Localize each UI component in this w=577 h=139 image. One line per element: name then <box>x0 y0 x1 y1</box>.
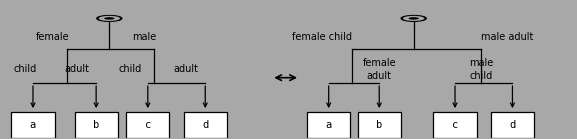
Text: male
child: male child <box>469 58 493 81</box>
Circle shape <box>99 16 120 21</box>
Circle shape <box>97 15 122 21</box>
Text: female
adult: female adult <box>362 58 396 81</box>
Text: c: c <box>452 120 458 130</box>
FancyBboxPatch shape <box>307 112 350 138</box>
Circle shape <box>401 15 426 21</box>
Circle shape <box>104 17 114 20</box>
Text: male: male <box>132 32 156 42</box>
Text: c: c <box>145 120 151 130</box>
Text: a: a <box>30 120 36 130</box>
Text: male adult: male adult <box>481 32 533 42</box>
FancyBboxPatch shape <box>74 112 118 138</box>
Circle shape <box>403 16 425 21</box>
Text: b: b <box>93 120 99 130</box>
Text: adult: adult <box>174 64 199 74</box>
Text: female child: female child <box>291 32 351 42</box>
Text: adult: adult <box>65 64 89 74</box>
Text: female: female <box>36 32 69 42</box>
Circle shape <box>409 17 419 20</box>
FancyBboxPatch shape <box>491 112 534 138</box>
FancyBboxPatch shape <box>12 112 54 138</box>
Text: child: child <box>118 64 141 74</box>
FancyBboxPatch shape <box>433 112 477 138</box>
FancyBboxPatch shape <box>183 112 227 138</box>
FancyBboxPatch shape <box>358 112 401 138</box>
FancyBboxPatch shape <box>126 112 169 138</box>
Text: b: b <box>376 120 383 130</box>
Text: child: child <box>14 64 37 74</box>
Text: d: d <box>202 120 208 130</box>
Text: a: a <box>325 120 332 130</box>
Text: d: d <box>509 120 516 130</box>
